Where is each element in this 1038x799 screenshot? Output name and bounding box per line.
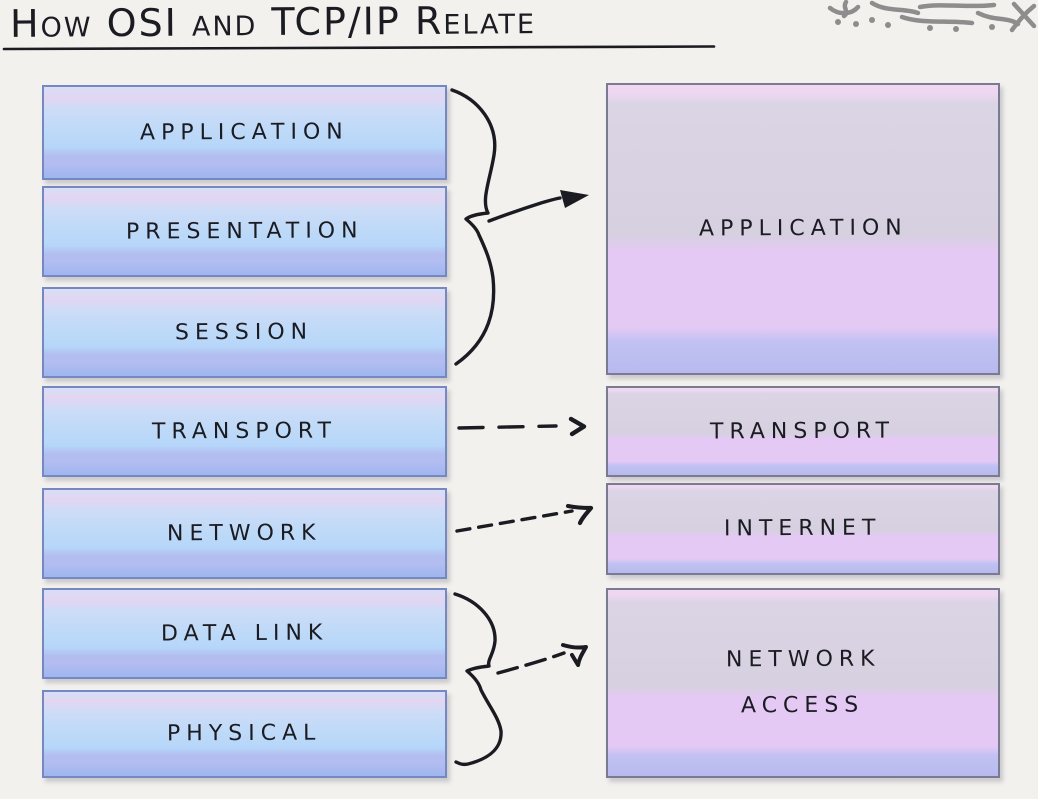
osi-layer-session: SESSION xyxy=(42,287,447,378)
dashed-arrow-network-to-internet xyxy=(455,509,574,533)
tcpip-layer-internet: INTERNET xyxy=(606,483,1000,575)
osi-layer-transport-label: TRANSPORT xyxy=(151,418,338,444)
osi-layer-data-link: DATA LINK xyxy=(42,588,447,679)
osi-layer-network-label: NETWORK xyxy=(167,520,322,546)
arrowhead-application-icon xyxy=(560,190,589,208)
arrow-upper-group-to-application xyxy=(487,196,562,223)
brace-osi-upper-group xyxy=(450,88,497,366)
page-title: How OSI and TCP/IP Relate xyxy=(9,0,537,46)
arrowhead-transport-icon xyxy=(568,416,587,437)
scribble-doodle xyxy=(827,0,1037,33)
tcpip-layer-network-access-label-line2: ACCESS xyxy=(741,692,865,719)
osi-layer-physical-label: PHYSICAL xyxy=(167,720,322,747)
arrowhead-network-access-icon xyxy=(561,643,588,667)
tcpip-layer-network-access: NETWORK ACCESS xyxy=(606,588,1000,778)
tcpip-layer-application-label: APPLICATION xyxy=(698,215,908,242)
tcpip-layer-transport-label: TRANSPORT xyxy=(710,418,896,444)
osi-layer-data-link-label: DATA LINK xyxy=(160,620,329,646)
tcpip-layer-transport: TRANSPORT xyxy=(606,386,1000,477)
osi-layer-session-label: SESSION xyxy=(175,319,314,345)
arrow-lower-group-to-network-access xyxy=(496,651,566,675)
osi-layer-presentation: PRESENTATION xyxy=(42,186,447,277)
osi-layer-transport: TRANSPORT xyxy=(42,386,447,477)
brace-osi-lower-group xyxy=(453,592,503,767)
osi-layer-network: NETWORK xyxy=(42,488,447,579)
tcpip-layer-internet-label: INTERNET xyxy=(724,515,882,542)
title-underline xyxy=(2,45,716,51)
tcpip-layer-network-access-label-line1: NETWORK xyxy=(725,646,881,673)
osi-layer-application-label: APPLICATION xyxy=(140,118,349,146)
arrowhead-internet-icon xyxy=(565,503,594,526)
tcpip-layer-application: APPLICATION xyxy=(606,83,1000,375)
osi-layer-application: APPLICATION xyxy=(42,85,447,180)
osi-layer-physical: PHYSICAL xyxy=(42,690,447,778)
dashed-arrow-transport xyxy=(457,424,558,430)
osi-layer-presentation-label: PRESENTATION xyxy=(125,217,364,245)
